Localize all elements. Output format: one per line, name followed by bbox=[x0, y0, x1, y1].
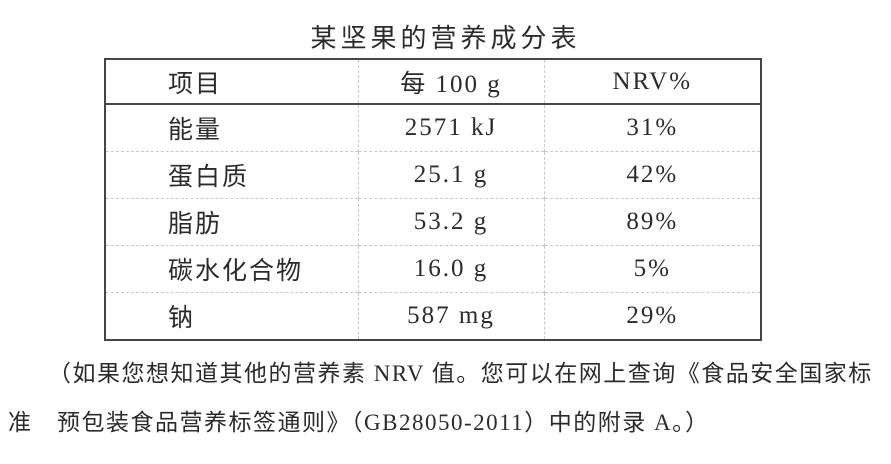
table-row-energy: 能量 2571 kJ 31% bbox=[105, 104, 761, 152]
cell-nrv: 29% bbox=[544, 292, 761, 340]
footnote-line-1: （如果您想知道其他的营养素 NRV 值。您可以在网上查询《食品安全国家标 bbox=[48, 361, 873, 386]
column-header-nrv: NRV% bbox=[544, 59, 761, 105]
cell-item: 脂肪 bbox=[105, 198, 359, 246]
table-row-protein: 蛋白质 25.1 g 42% bbox=[105, 151, 761, 199]
cell-nrv: 89% bbox=[544, 198, 761, 246]
cell-per100g: 16.0 g bbox=[358, 245, 545, 293]
cell-item: 蛋白质 bbox=[105, 151, 359, 199]
footnote-line-2: 准 预包装食品营养标签通则》（GB28050-2011）中的附录 A。） bbox=[8, 410, 710, 435]
nutrition-table: 项目 每 100 g NRV% 能量 2571 kJ 31% 蛋白质 25.1 … bbox=[104, 58, 762, 341]
column-header-item: 项目 bbox=[105, 59, 359, 105]
header-row: 项目 每 100 g NRV% bbox=[105, 59, 761, 105]
cell-per100g: 587 mg bbox=[358, 292, 545, 340]
cell-item: 能量 bbox=[105, 104, 359, 152]
column-header-per100g: 每 100 g bbox=[358, 59, 545, 105]
page-title: 某坚果的营养成分表 bbox=[310, 24, 581, 53]
cell-per100g: 25.1 g bbox=[358, 151, 545, 199]
cell-per100g: 53.2 g bbox=[358, 198, 545, 246]
cell-nrv: 42% bbox=[544, 151, 761, 199]
table-row-sodium: 钠 587 mg 29% bbox=[105, 292, 761, 340]
table-row-carbohydrate: 碳水化合物 16.0 g 5% bbox=[105, 245, 761, 293]
cell-nrv: 5% bbox=[544, 245, 761, 293]
cell-per100g: 2571 kJ bbox=[358, 104, 545, 152]
cell-item: 碳水化合物 bbox=[105, 245, 359, 293]
table-row-fat: 脂肪 53.2 g 89% bbox=[105, 198, 761, 246]
cell-nrv: 31% bbox=[626, 114, 679, 141]
cell-item: 钠 bbox=[105, 292, 359, 340]
